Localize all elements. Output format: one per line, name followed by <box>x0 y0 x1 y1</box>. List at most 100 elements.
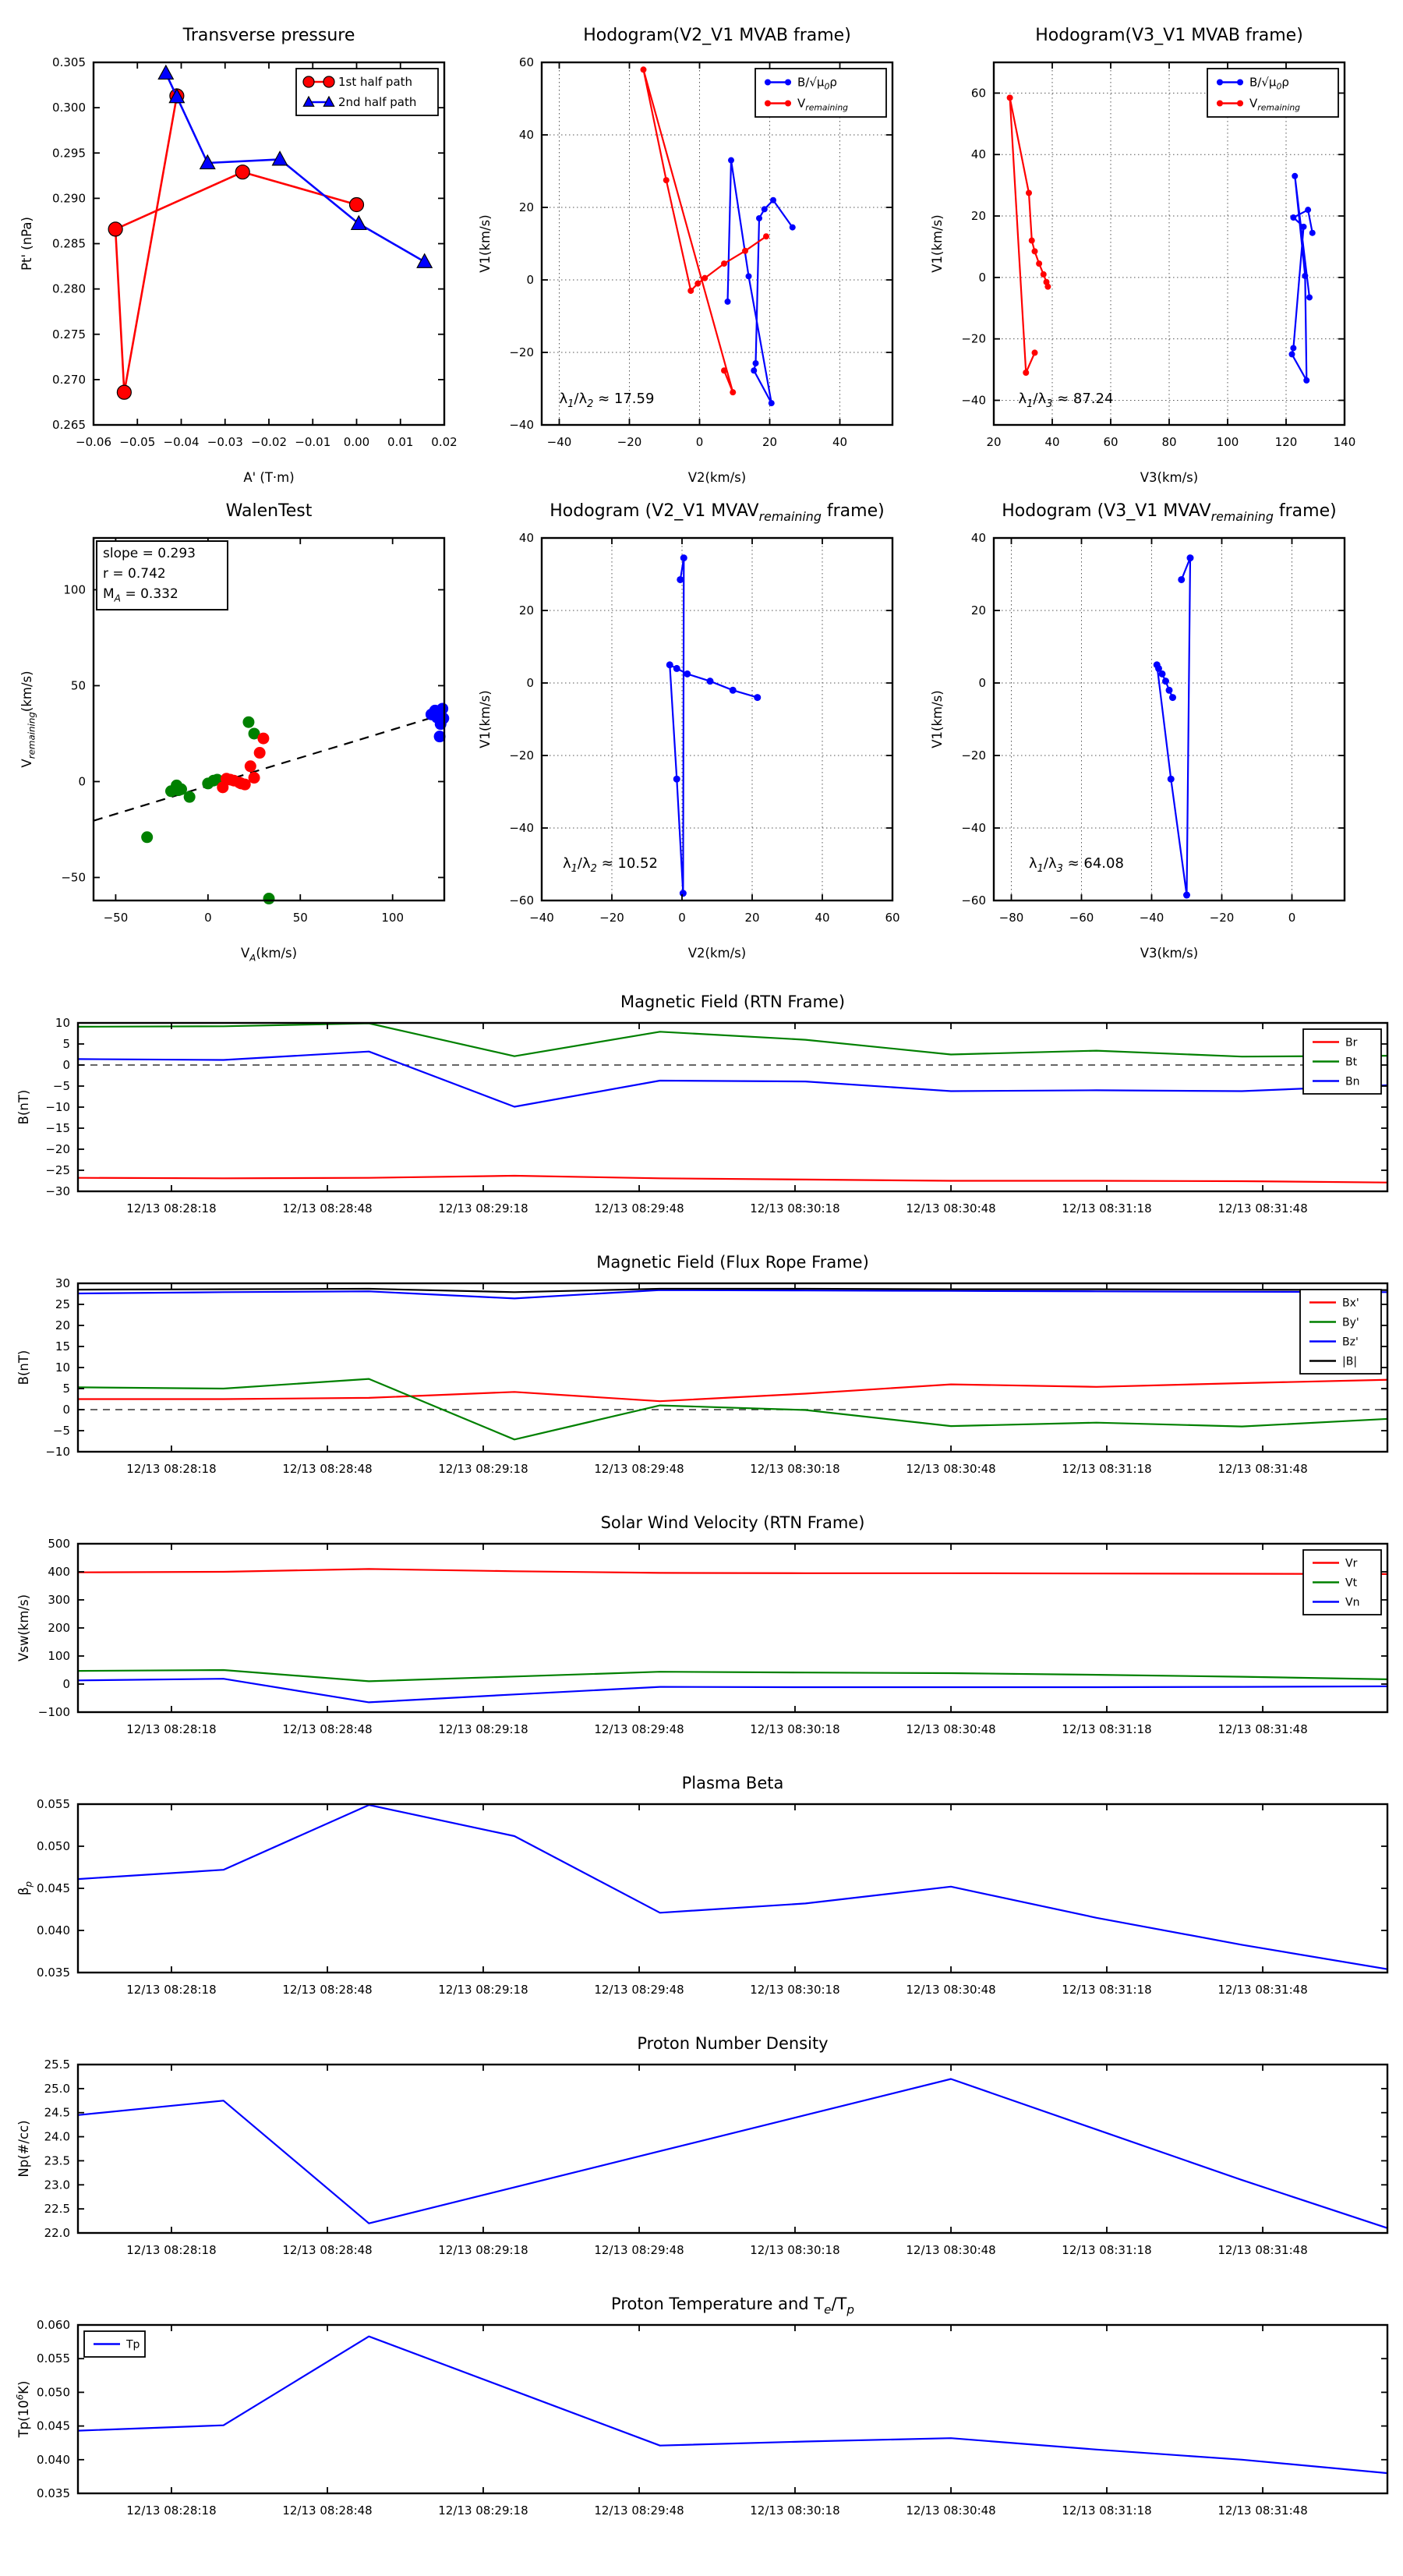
svg-text:400: 400 <box>48 1565 70 1579</box>
svg-text:−40: −40 <box>509 821 534 835</box>
y-axis-label: V1(km/s) <box>478 690 493 748</box>
svg-text:−0.02: −0.02 <box>251 435 287 449</box>
series-By' <box>77 1378 1388 1441</box>
svg-text:−20: −20 <box>45 1142 70 1156</box>
svg-text:40: 40 <box>832 435 847 449</box>
svg-text:12/13 08:28:18: 12/13 08:28:18 <box>126 1722 216 1736</box>
legend: Vr Vt Vn <box>1302 1549 1382 1615</box>
y-axis-label: βp <box>16 1881 34 1895</box>
series-second-half <box>217 732 270 794</box>
svg-text:60: 60 <box>519 55 534 69</box>
svg-text:25.5: 25.5 <box>44 2058 70 2072</box>
series-cluster <box>425 702 450 743</box>
svg-text:12/13 08:31:48: 12/13 08:31:48 <box>1217 1722 1307 1736</box>
svg-text:100: 100 <box>48 1649 70 1663</box>
svg-text:−40: −40 <box>1140 911 1164 925</box>
svg-text:−40: −40 <box>529 911 554 925</box>
svg-text:20: 20 <box>762 435 777 449</box>
chart-hodogram-v2v1-mvav: −40 −20 0 20 40 60 −60 −40 −20 0 20 40 Hodogram (V2_… <box>478 501 900 961</box>
svg-text:0: 0 <box>978 676 986 690</box>
y-axis-label: Vsw(km/s) <box>16 1594 31 1661</box>
svg-text:12/13 08:29:18: 12/13 08:29:18 <box>438 1722 528 1736</box>
svg-text:−20: −20 <box>509 345 534 359</box>
y-axis-label: Tp(106K) <box>15 2381 31 2439</box>
svg-text:12/13 08:30:18: 12/13 08:30:18 <box>750 1462 839 1476</box>
chart-walen-test: −50 0 50 100 −50 0 50 100 WalenTest VA(km/s) Vrema… <box>19 501 450 963</box>
svg-text:−50: −50 <box>104 911 129 925</box>
tick-labels: −50 0 50 100 −50 0 50 100 <box>61 582 404 925</box>
series-Np <box>77 2078 1388 2229</box>
svg-text:12/13 08:28:48: 12/13 08:28:48 <box>282 1201 372 1215</box>
series-Vt <box>77 1668 1388 1683</box>
svg-text:0.050: 0.050 <box>37 1839 70 1853</box>
svg-text:12/13 08:30:48: 12/13 08:30:48 <box>906 2503 995 2518</box>
series-V remaining <box>1006 94 1051 377</box>
tick-labels: 12/13 08:28:18 12/13 08:28:48 12/13 08:29:… <box>37 1797 1308 1997</box>
svg-text:30: 30 <box>55 1276 70 1290</box>
svg-text:0.035: 0.035 <box>37 1966 70 1980</box>
svg-text:0.270: 0.270 <box>52 373 86 387</box>
svg-text:12/13 08:31:48: 12/13 08:31:48 <box>1217 2243 1307 2257</box>
svg-text:0.055: 0.055 <box>37 2351 70 2365</box>
tick-labels: 20 40 60 80 100 120 140 −40 −20 0 20 40 60 <box>961 86 1355 449</box>
svg-text:0.275: 0.275 <box>52 327 86 341</box>
legend: Tp <box>83 2330 146 2358</box>
svg-text:−0.04: −0.04 <box>164 435 200 449</box>
svg-text:12/13 08:29:48: 12/13 08:29:48 <box>594 2503 684 2518</box>
svg-text:12/13 08:31:18: 12/13 08:31:18 <box>1062 1983 1151 1997</box>
legend: B/√μ0ρ Vremaining <box>755 68 887 118</box>
svg-text:−10: −10 <box>45 1445 70 1459</box>
svg-text:0.050: 0.050 <box>37 2385 70 2399</box>
y-axis-label: B(nT) <box>16 1090 31 1125</box>
chart-transverse-pressure: −0.06 −0.05 −0.04 −0.03 −0.02 −0.01 0.00 0.01 0.… <box>19 26 458 485</box>
svg-text:0: 0 <box>62 1677 70 1691</box>
svg-text:−80: −80 <box>999 911 1024 925</box>
svg-text:0.040: 0.040 <box>37 1923 70 1937</box>
svg-text:12/13 08:28:48: 12/13 08:28:48 <box>282 1722 372 1736</box>
series-V remaining <box>640 66 769 396</box>
svg-text:Vn: Vn <box>1345 1597 1359 1609</box>
svg-text:0.265: 0.265 <box>52 418 86 432</box>
svg-text:25.0: 25.0 <box>44 2082 70 2096</box>
svg-text:12/13 08:29:18: 12/13 08:29:18 <box>438 2243 528 2257</box>
svg-text:−60: −60 <box>961 893 986 908</box>
svg-text:50: 50 <box>71 678 86 692</box>
svg-text:20: 20 <box>971 603 986 617</box>
svg-text:−0.06: −0.06 <box>76 435 111 449</box>
svg-text:−15: −15 <box>45 1121 70 1135</box>
chart-title: Proton Temperature and Te/Tp <box>611 2295 854 2317</box>
svg-text:−0.05: −0.05 <box>119 435 155 449</box>
series-1st half path <box>108 88 365 400</box>
annotation: λ1/λ3 ≈ 64.08 <box>1029 855 1124 875</box>
svg-text:12/13 08:31:48: 12/13 08:31:48 <box>1217 1462 1307 1476</box>
tick-labels: 12/13 08:28:18 12/13 08:28:48 12/13 08:29:… <box>38 1537 1308 1736</box>
y-axis-label: Vremaining(km/s) <box>19 671 37 767</box>
svg-text:Bn: Bn <box>1345 1076 1359 1088</box>
tick-labels: 12/13 08:28:18 12/13 08:28:48 12/13 08:29:… <box>44 2058 1308 2257</box>
svg-text:12/13 08:31:48: 12/13 08:31:48 <box>1217 1201 1307 1215</box>
chart-hodogram-v2v1-mvab: −40 −20 0 20 40 −40 −20 0 20 40 60 Hodogram(V2_V1 M… <box>478 26 894 485</box>
svg-text:0: 0 <box>978 271 986 285</box>
svg-text:40: 40 <box>971 531 986 545</box>
y-axis-label: Np(#/cc) <box>16 2120 31 2177</box>
svg-text:0: 0 <box>78 774 86 788</box>
svg-text:12/13 08:30:48: 12/13 08:30:48 <box>906 1983 995 1997</box>
svg-text:12/13 08:28:18: 12/13 08:28:18 <box>126 2243 216 2257</box>
svg-text:15: 15 <box>55 1339 70 1353</box>
svg-text:−10: −10 <box>45 1100 70 1114</box>
series-first-half <box>141 716 275 905</box>
series-2nd half path <box>157 64 433 268</box>
series-path <box>666 554 762 897</box>
svg-text:12/13 08:28:18: 12/13 08:28:18 <box>126 2503 216 2518</box>
chart-proton-density: 12/13 08:28:18 12/13 08:28:48 12/13 08:29:… <box>16 2034 1389 2257</box>
svg-text:80: 80 <box>1161 435 1176 449</box>
series-Bx' <box>78 1378 1388 1403</box>
series-Bn <box>77 1050 1388 1108</box>
chart-vsw-rtn: 12/13 08:28:18 12/13 08:28:48 12/13 08:29:… <box>16 1513 1389 1736</box>
ticks <box>993 62 1345 425</box>
svg-text:100: 100 <box>1217 435 1239 449</box>
svg-text:0.00: 0.00 <box>344 435 369 449</box>
svg-text:−30: −30 <box>45 1184 70 1198</box>
